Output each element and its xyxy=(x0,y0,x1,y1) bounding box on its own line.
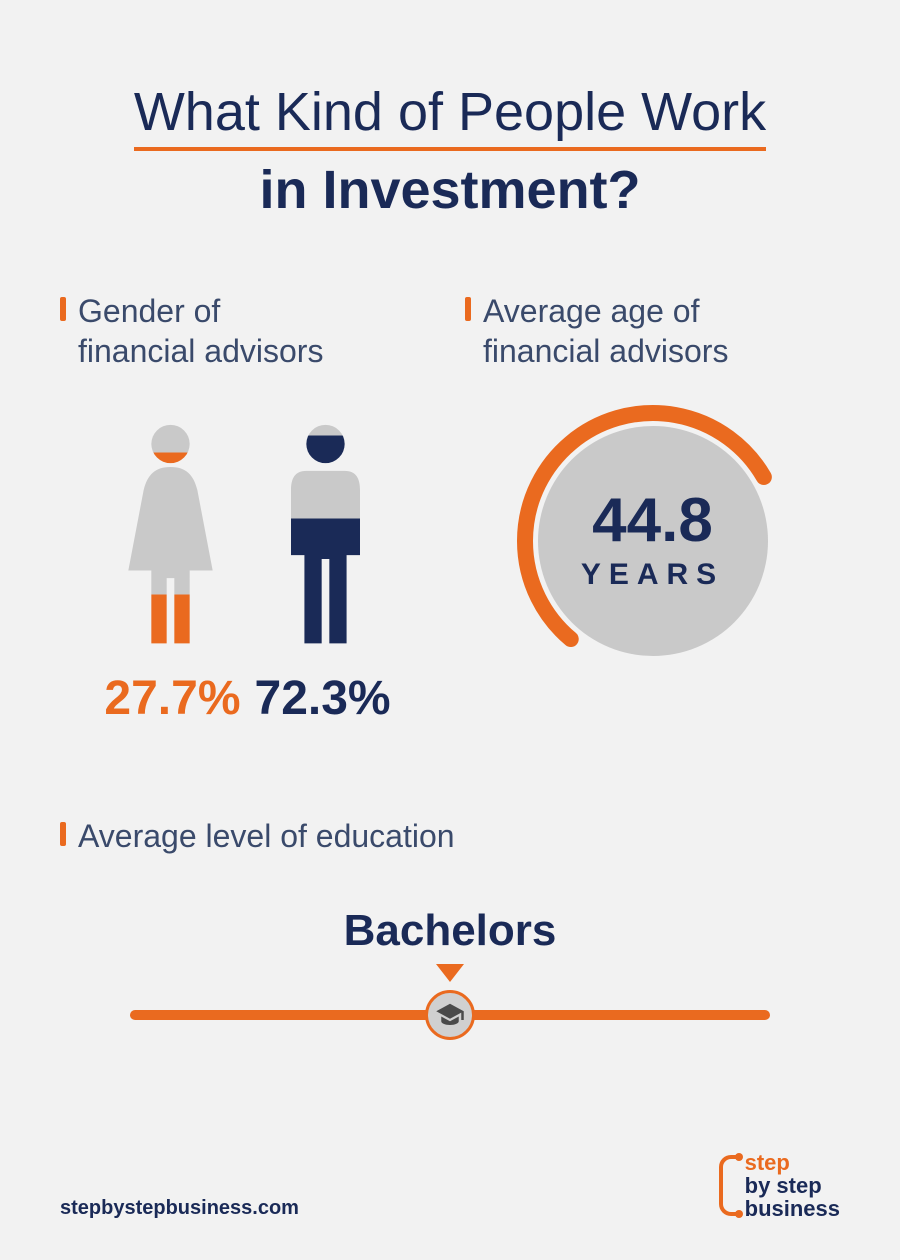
education-value: Bachelors xyxy=(60,906,840,956)
logo-bracket-icon xyxy=(719,1155,739,1216)
tick-icon xyxy=(60,297,66,321)
logo-l1: step xyxy=(745,1150,790,1175)
age-circle: 44.8 YEARS xyxy=(513,401,793,681)
pointer-icon xyxy=(436,964,464,982)
male-icon xyxy=(268,421,383,651)
male-percent: 72.3% xyxy=(255,671,391,726)
female-icon xyxy=(113,421,228,651)
title-line-1: What Kind of People Work xyxy=(134,80,766,151)
age-column: Average age of financial advisors 44.8 Y… xyxy=(465,291,840,726)
gender-label-l1: Gender of xyxy=(78,293,220,329)
male-figure xyxy=(268,421,383,651)
gender-figures xyxy=(60,421,435,651)
education-value-wrap: Bachelors xyxy=(60,906,840,982)
graduation-cap-icon xyxy=(435,1000,465,1030)
age-header: Average age of financial advisors xyxy=(465,291,840,371)
footer: stepbystepbusiness.com step by step busi… xyxy=(60,1151,840,1220)
female-percent: 27.7% xyxy=(104,671,240,726)
tick-icon xyxy=(465,297,471,321)
gender-label-l2: financial advisors xyxy=(78,333,323,369)
education-header: Average level of education xyxy=(60,816,840,856)
female-figure xyxy=(113,421,228,651)
footer-url: stepbystepbusiness.com xyxy=(60,1197,299,1220)
gender-header: Gender of financial advisors xyxy=(60,291,435,371)
tick-icon xyxy=(60,822,66,846)
age-label-l2: financial advisors xyxy=(483,333,728,369)
gender-percentages: 27.7% 72.3% xyxy=(60,671,435,726)
education-label: Average level of education xyxy=(78,816,455,856)
main-title: What Kind of People Work in Investment? xyxy=(60,80,840,221)
graduation-cap-badge xyxy=(425,990,475,1040)
age-label: Average age of financial advisors xyxy=(483,291,728,371)
logo-l3: business xyxy=(745,1196,840,1221)
age-label-l1: Average age of xyxy=(483,293,699,329)
age-value: 44.8 xyxy=(581,490,724,552)
age-text: 44.8 YEARS xyxy=(581,490,724,592)
stats-row: Gender of financial advisors xyxy=(60,291,840,726)
gender-column: Gender of financial advisors xyxy=(60,291,435,726)
age-unit: YEARS xyxy=(581,558,724,592)
brand-logo: step by step business xyxy=(719,1151,840,1220)
education-slider xyxy=(60,990,840,1040)
title-line-2: in Investment? xyxy=(60,159,840,221)
logo-text: step by step business xyxy=(745,1151,840,1220)
age-circle-wrap: 44.8 YEARS xyxy=(465,401,840,681)
education-section: Average level of education Bachelors xyxy=(60,816,840,1040)
gender-label: Gender of financial advisors xyxy=(78,291,323,371)
logo-l2: by step xyxy=(745,1173,822,1198)
infographic-container: What Kind of People Work in Investment? … xyxy=(0,0,900,1080)
